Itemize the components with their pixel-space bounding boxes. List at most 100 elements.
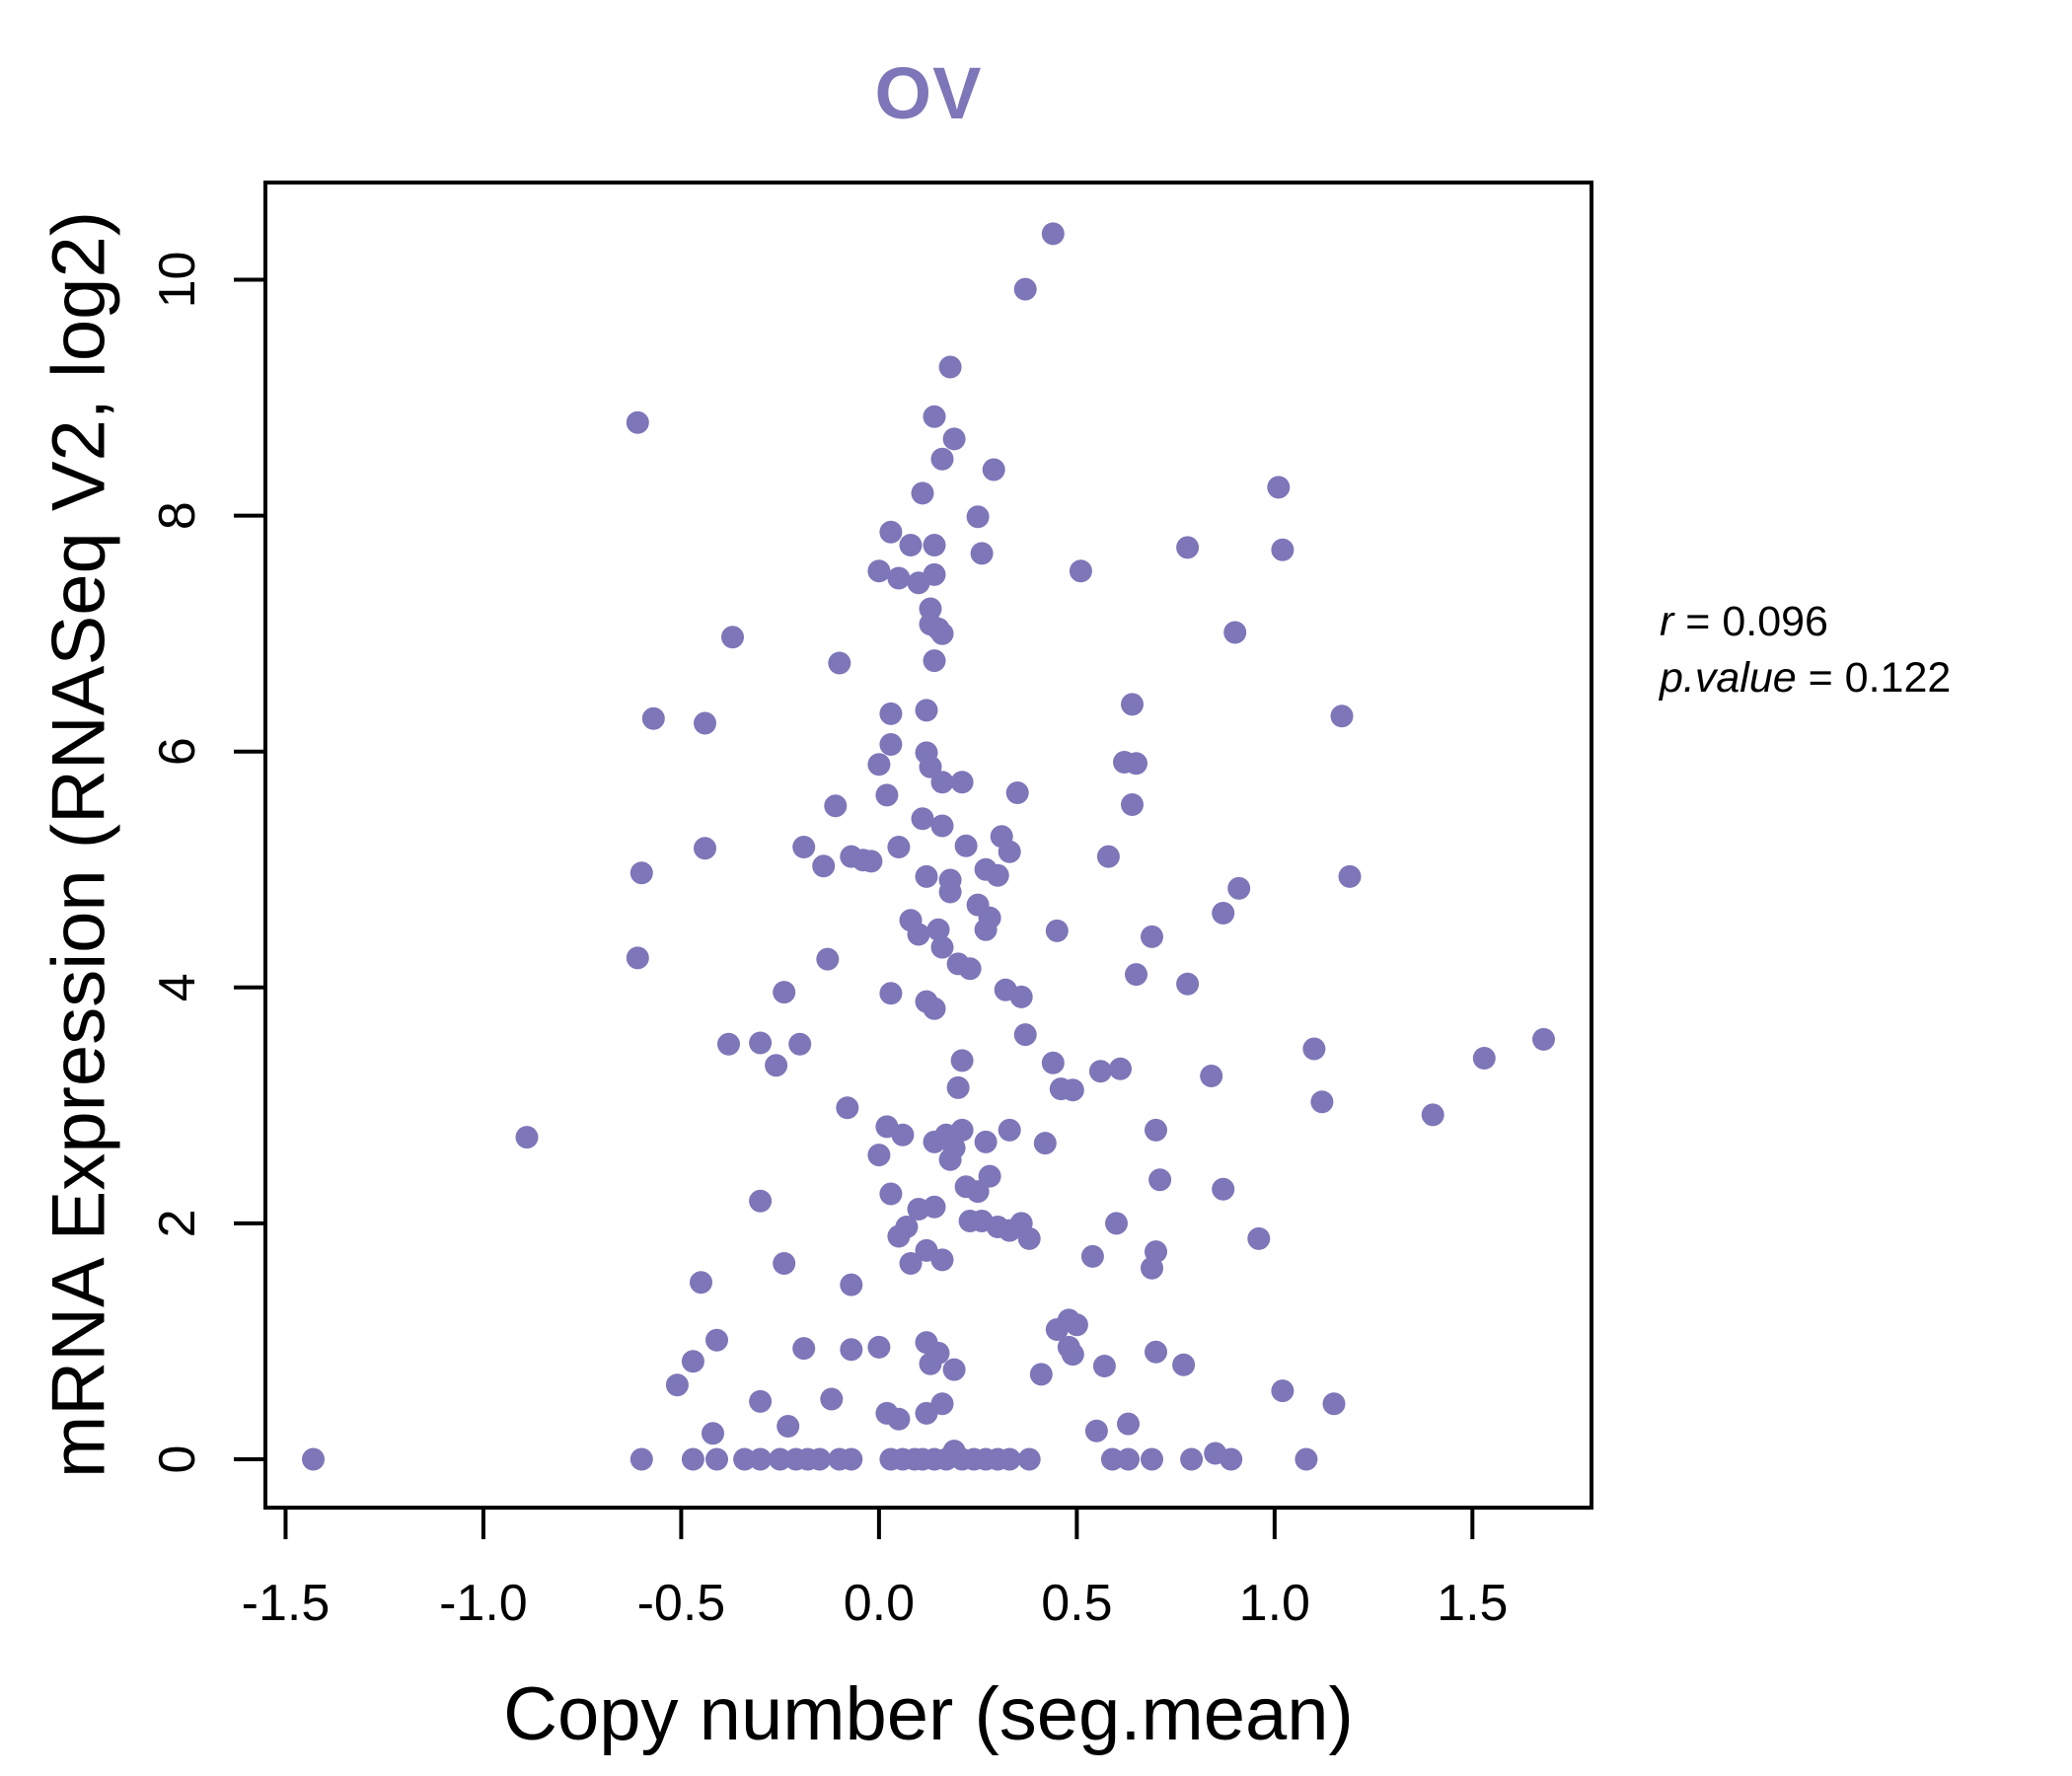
data-point: [923, 534, 946, 556]
data-point: [1141, 925, 1163, 948]
data-point: [974, 1130, 998, 1153]
data-point: [879, 520, 903, 544]
data-point: [626, 410, 649, 434]
data-point: [970, 542, 994, 565]
x-tick-label: -1.0: [439, 1575, 528, 1632]
data-point: [1322, 1392, 1346, 1416]
data-point: [812, 854, 836, 878]
chart-title: OV: [874, 52, 983, 134]
data-point: [1180, 1447, 1204, 1471]
data-point: [629, 861, 653, 885]
data-point: [828, 651, 851, 675]
data-point: [769, 1447, 792, 1471]
data-point: [840, 1338, 863, 1362]
data-point: [926, 918, 950, 941]
x-tick-label: -0.5: [637, 1575, 726, 1632]
data-point: [1212, 902, 1235, 925]
data-point: [1117, 1412, 1140, 1436]
data-point: [1125, 963, 1147, 987]
data-point: [749, 1031, 773, 1055]
x-tick-label: 0.5: [1041, 1575, 1112, 1632]
data-point: [930, 771, 954, 794]
data-point: [1013, 1023, 1037, 1047]
data-point: [966, 505, 990, 529]
data-point: [930, 622, 954, 645]
data-point: [923, 1195, 946, 1219]
y-tick-label: 10: [149, 252, 206, 309]
r-value: = 0.096: [1673, 598, 1828, 645]
data-point: [911, 481, 934, 505]
data-point: [891, 1123, 915, 1147]
data-point: [986, 863, 1009, 887]
data-point: [1017, 1226, 1041, 1250]
data-point: [1084, 1419, 1108, 1443]
data-point: [923, 562, 946, 586]
data-point: [1080, 1244, 1104, 1268]
data-point: [1271, 1379, 1295, 1403]
data-point: [773, 981, 796, 1004]
data-point: [808, 1447, 832, 1471]
data-point: [1338, 864, 1362, 888]
data-point: [915, 699, 938, 722]
data-point: [930, 935, 954, 959]
data-point: [899, 534, 923, 556]
data-point: [998, 840, 1021, 863]
data-point: [875, 783, 899, 807]
data-point: [950, 1049, 974, 1073]
data-point: [302, 1447, 325, 1471]
data-point: [899, 1252, 923, 1275]
data-point: [915, 864, 938, 888]
data-point: [681, 1447, 704, 1471]
p-value: = 0.122: [1796, 653, 1952, 702]
r-line: r = 0.096: [1660, 594, 1951, 650]
data-point: [1109, 1057, 1132, 1080]
data-point: [665, 1373, 689, 1397]
data-point: [1172, 1353, 1196, 1376]
data-point: [982, 458, 1005, 481]
data-point: [1176, 536, 1200, 559]
data-point: [930, 1392, 954, 1416]
data-point: [867, 1144, 891, 1167]
data-point: [792, 836, 816, 858]
data-point: [1212, 1177, 1235, 1201]
y-tick-label: 2: [149, 1209, 206, 1237]
x-tick-label: 1.0: [1239, 1575, 1310, 1632]
data-point: [998, 1447, 1021, 1471]
data-point: [867, 753, 891, 777]
data-point: [1141, 1447, 1163, 1471]
data-point: [919, 755, 942, 778]
data-point: [749, 1189, 773, 1213]
y-tick-label: 8: [149, 501, 206, 530]
data-point: [515, 1126, 539, 1149]
data-point: [717, 1032, 740, 1056]
data-point: [887, 836, 911, 858]
data-point: [721, 626, 744, 649]
data-point: [1017, 1447, 1041, 1471]
data-point: [887, 1407, 911, 1431]
data-point: [895, 1216, 919, 1238]
data-point: [777, 1415, 800, 1438]
data-point: [978, 1164, 1001, 1188]
data-point: [1088, 1060, 1112, 1083]
data-point: [1145, 1340, 1167, 1364]
data-point: [702, 1422, 724, 1445]
data-point: [1302, 1037, 1326, 1061]
data-point: [879, 702, 903, 725]
data-point: [1096, 845, 1120, 868]
data-point: [879, 733, 903, 756]
y-tick-label: 0: [149, 1445, 206, 1474]
data-point: [1148, 1168, 1172, 1192]
data-point: [946, 1075, 970, 1099]
data-point: [867, 559, 891, 583]
x-tick-label: 0.0: [844, 1575, 915, 1632]
data-point: [1065, 1313, 1088, 1337]
data-point: [954, 834, 978, 857]
data-point: [923, 649, 946, 673]
data-point: [1227, 876, 1251, 900]
data-point: [626, 946, 649, 970]
data-point: [1267, 476, 1291, 499]
data-point: [1145, 1118, 1167, 1142]
data-point: [1330, 704, 1354, 728]
